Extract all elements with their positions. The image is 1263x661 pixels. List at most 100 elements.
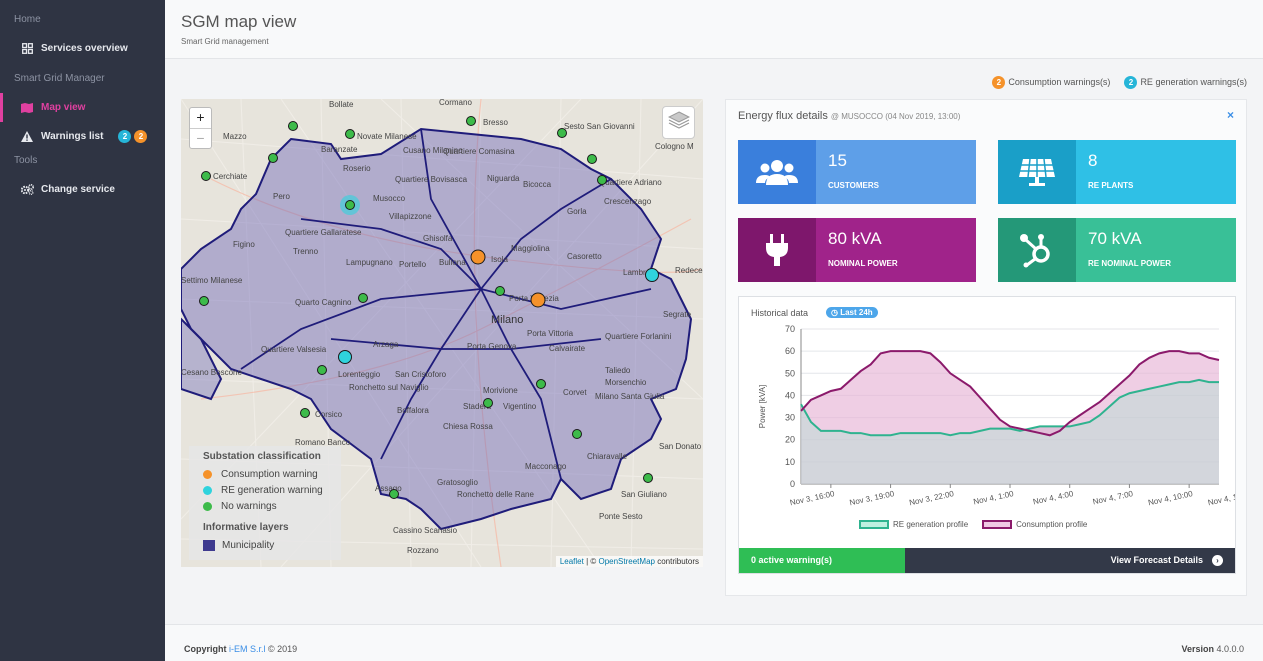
place-label: Villapizzone (389, 212, 432, 221)
place-label: Isola (491, 255, 508, 264)
substation-no-warning-marker (268, 153, 278, 163)
page-subtitle: Smart Grid management (181, 37, 269, 46)
place-label: Bullona (439, 258, 466, 267)
layer-toggle-municipality[interactable]: Municipality (203, 537, 327, 553)
x-tick-label: Nov 4, 4:00 (1032, 489, 1074, 506)
re-plants-label: RE PLANTS (1088, 181, 1134, 190)
hubspot-icon (998, 218, 1076, 282)
legend-consumption[interactable]: Consumption profile (982, 520, 1087, 530)
place-label: Corvet (563, 388, 587, 397)
zoom-in-button[interactable]: + (196, 109, 205, 125)
substation-no-warning-marker (300, 408, 310, 418)
re-generation-line (800, 378, 1219, 437)
osm-link[interactable]: OpenStreetMap (598, 557, 655, 566)
substation-re-warning-marker (338, 350, 352, 364)
legend-re-generation[interactable]: RE generation profile (859, 520, 968, 530)
legend-label: No warnings (221, 500, 277, 512)
energy-panel-title: Energy flux details (738, 110, 828, 122)
grid-icon (20, 42, 34, 56)
view-forecast-button[interactable]: View Forecast Details › (905, 548, 1235, 573)
legend-item-none: No warnings (203, 498, 327, 514)
zoom-out-button[interactable]: − (190, 128, 211, 148)
place-label: Gorla (567, 207, 587, 216)
close-button[interactable]: × (1226, 108, 1234, 122)
place-label: Trenno (293, 247, 319, 256)
legend-swatch (859, 520, 889, 530)
re-count-badge: 2 (1124, 76, 1138, 89)
place-label: Figino (233, 240, 255, 249)
place-label: Arzaga (373, 340, 399, 349)
badge-label: Last 24h (840, 308, 873, 317)
place-label: Cesano Boscone (181, 368, 242, 377)
legend-label: Consumption warning (221, 468, 318, 480)
layers-button[interactable] (662, 106, 695, 139)
substation-no-warning-marker (597, 175, 607, 185)
x-tick-label: Nov 4, 7:00 (1092, 489, 1134, 506)
map-view[interactable]: Bollate Cormano Bresso Sesto San Giovann… (181, 99, 703, 567)
substation-no-warning-marker (288, 121, 298, 131)
map-legend: Substation classification Consumption wa… (189, 446, 341, 560)
place-label: Portello (399, 260, 427, 269)
page-header: SGM map view Smart Grid management (165, 0, 1263, 59)
last-24h-badge[interactable]: ◷ Last 24h (826, 307, 878, 318)
y-tick-label: 60 (785, 346, 795, 356)
place-label: Ponte Sesto (599, 512, 643, 521)
substation-no-warning-marker (587, 154, 597, 164)
re-warnings-summary: 2 RE generation warnings(s) (1124, 76, 1247, 89)
x-tick-label: Nov 3, 16:00 (789, 489, 836, 507)
substation-no-warning-marker (557, 128, 567, 138)
substation-selected-marker (345, 200, 355, 210)
energy-panel-header: Energy flux details @ MUSOCCO (04 Nov 201… (738, 110, 960, 122)
consumption-warning-count-badge: 2 (134, 130, 148, 143)
legend-swatch (982, 520, 1013, 530)
place-label: Ronchetto delle Rane (457, 490, 534, 499)
leaflet-link[interactable]: Leaflet (559, 557, 584, 566)
place-label: Gratosoglio (437, 478, 478, 487)
place-label: Ronchetto sul Naviglio (349, 383, 429, 392)
sidebar: Home Services overview Smart Grid Manage… (0, 0, 165, 661)
map-attribution: Leaflet | © OpenStreetMap contributors (555, 556, 703, 567)
place-label: Roserio (343, 164, 371, 173)
place-label: Lambrete (623, 268, 657, 277)
sidebar-item-label: Change service (41, 184, 115, 195)
place-label: Milano Santa Giulia (595, 392, 665, 401)
place-label: San Cristoforo (395, 370, 447, 379)
place-label: Pero (273, 192, 290, 201)
sidebar-item-label: Map view (41, 102, 86, 113)
place-label: Redecesi (675, 266, 703, 275)
place-label: Chiesa Rossa (443, 422, 493, 431)
place-label: Boffalora (397, 406, 429, 415)
place-label: Assago (375, 484, 402, 493)
sidebar-item-warnings-list[interactable]: Warnings list 2 2 (0, 122, 165, 151)
view-forecast-label: View Forecast Details (1110, 555, 1203, 565)
place-label: Lorenteggio (338, 370, 381, 379)
place-label: Cassino Scanasio (393, 526, 458, 535)
copyright: Copyright i-EM S.r.l © 2019 (184, 644, 298, 654)
historical-chart: 0 10 20 30 40 50 60 70 Nov 3, 16:00 Nov 3, 19:00 N… (758, 324, 1235, 507)
substation-no-warning-marker (201, 171, 211, 181)
customers-value: 15 (828, 151, 847, 170)
substation-no-warning-marker (199, 296, 209, 306)
place-label: Sesto San Giovanni (564, 122, 635, 131)
place-label: Morivione (483, 386, 518, 395)
substation-no-warning-marker (358, 293, 368, 303)
sidebar-item-change-service[interactable]: Change service (0, 175, 165, 204)
place-label: Bicocca (523, 180, 552, 189)
place-label: Chiaravalle (587, 452, 628, 461)
historical-data-card: Historical data ◷ Last 24h 0 10 20 30 40 50 60… (738, 296, 1236, 574)
re-plants-tile: 8 RE PLANTS (998, 140, 1236, 204)
sidebar-item-services-overview[interactable]: Services overview (0, 34, 165, 63)
place-label: Cerchiate (213, 172, 248, 181)
layers-icon (667, 110, 690, 135)
company-link[interactable]: i-EM S.r.l (229, 644, 266, 654)
attribution-contributors: contributors (654, 557, 699, 566)
map-canvas[interactable]: Bollate Cormano Bresso Sesto San Giovann… (181, 99, 703, 567)
re-nominal-power-value: 70 kVA (1088, 229, 1142, 248)
version-info: Version 4.0.0.0 (1181, 644, 1244, 654)
place-label: Quartiere Adriano (599, 178, 662, 187)
sidebar-item-map-view[interactable]: Map view (0, 93, 165, 122)
warning-triangle-icon (20, 130, 34, 144)
substation-markers (199, 116, 659, 499)
substation-re-warning-marker (645, 268, 659, 282)
layer-label: Municipality (222, 539, 275, 551)
